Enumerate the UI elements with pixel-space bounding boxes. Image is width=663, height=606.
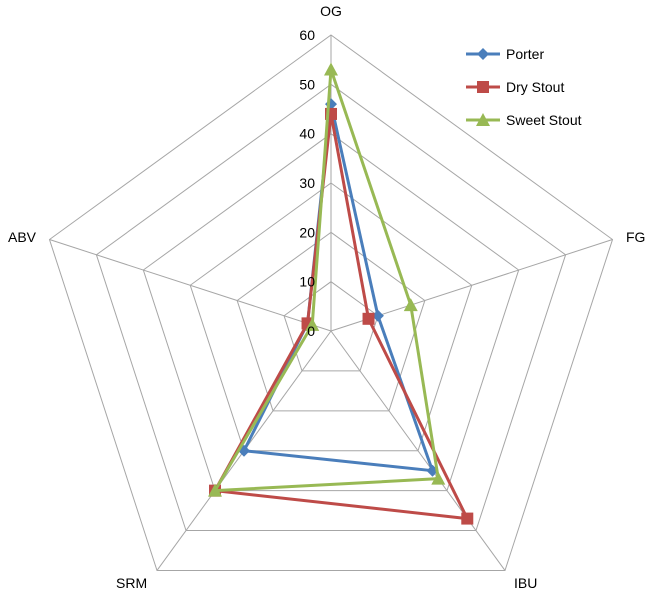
axis-label-og: OG bbox=[320, 3, 342, 19]
legend-item-dry-stout: Dry Stout bbox=[466, 79, 564, 95]
grid-ring bbox=[283, 281, 379, 372]
data-point bbox=[305, 317, 320, 331]
tick-label: 60 bbox=[299, 27, 315, 43]
axis-spoke bbox=[330, 330, 506, 571]
series-line bbox=[213, 68, 440, 493]
square-marker-icon bbox=[477, 81, 489, 93]
series-sweet-stout bbox=[208, 62, 446, 497]
diamond-marker-icon bbox=[477, 48, 489, 60]
tick-label: 30 bbox=[299, 175, 315, 191]
data-point bbox=[362, 312, 375, 325]
grid-ring bbox=[189, 182, 473, 452]
data-point bbox=[403, 298, 418, 312]
data-point bbox=[208, 483, 223, 497]
grid-ring bbox=[95, 83, 567, 532]
legend-label-dry-stout: Dry Stout bbox=[506, 79, 564, 95]
tick-label: 0 bbox=[307, 323, 315, 339]
axis-spoke bbox=[49, 239, 332, 332]
data-point bbox=[371, 309, 384, 322]
series-line bbox=[213, 112, 469, 521]
axis-label-abv: ABV bbox=[8, 229, 37, 245]
legend-item-sweet-stout: Sweet Stout bbox=[466, 112, 582, 128]
data-point bbox=[431, 471, 446, 485]
radar-grid bbox=[48, 34, 614, 571]
triangle-marker-icon bbox=[476, 113, 490, 126]
legend-label-sweet-stout: Sweet Stout bbox=[506, 112, 582, 128]
grid-ring bbox=[236, 231, 426, 412]
radar-axis-labels: OG FG IBU SRM ABV bbox=[8, 3, 645, 591]
radar-tick-labels: 0 10 20 30 40 50 60 bbox=[299, 27, 315, 339]
data-point bbox=[461, 512, 474, 525]
axis-label-fg: FG bbox=[626, 229, 645, 245]
radar-spokes bbox=[49, 35, 613, 571]
data-point bbox=[324, 62, 338, 76]
grid-ring bbox=[48, 34, 614, 571]
axis-label-ibu: IBU bbox=[514, 575, 537, 591]
tick-label: 10 bbox=[299, 274, 315, 290]
axis-label-srm: SRM bbox=[116, 575, 147, 591]
legend-item-porter: Porter bbox=[466, 46, 544, 62]
legend-label-porter: Porter bbox=[506, 46, 544, 62]
legend: Porter Dry Stout Sweet Stout bbox=[466, 46, 582, 128]
radar-series-layer bbox=[208, 62, 474, 525]
tick-label: 20 bbox=[299, 224, 315, 240]
tick-label: 40 bbox=[299, 126, 315, 142]
tick-label: 50 bbox=[299, 76, 315, 92]
grid-ring bbox=[142, 133, 520, 492]
